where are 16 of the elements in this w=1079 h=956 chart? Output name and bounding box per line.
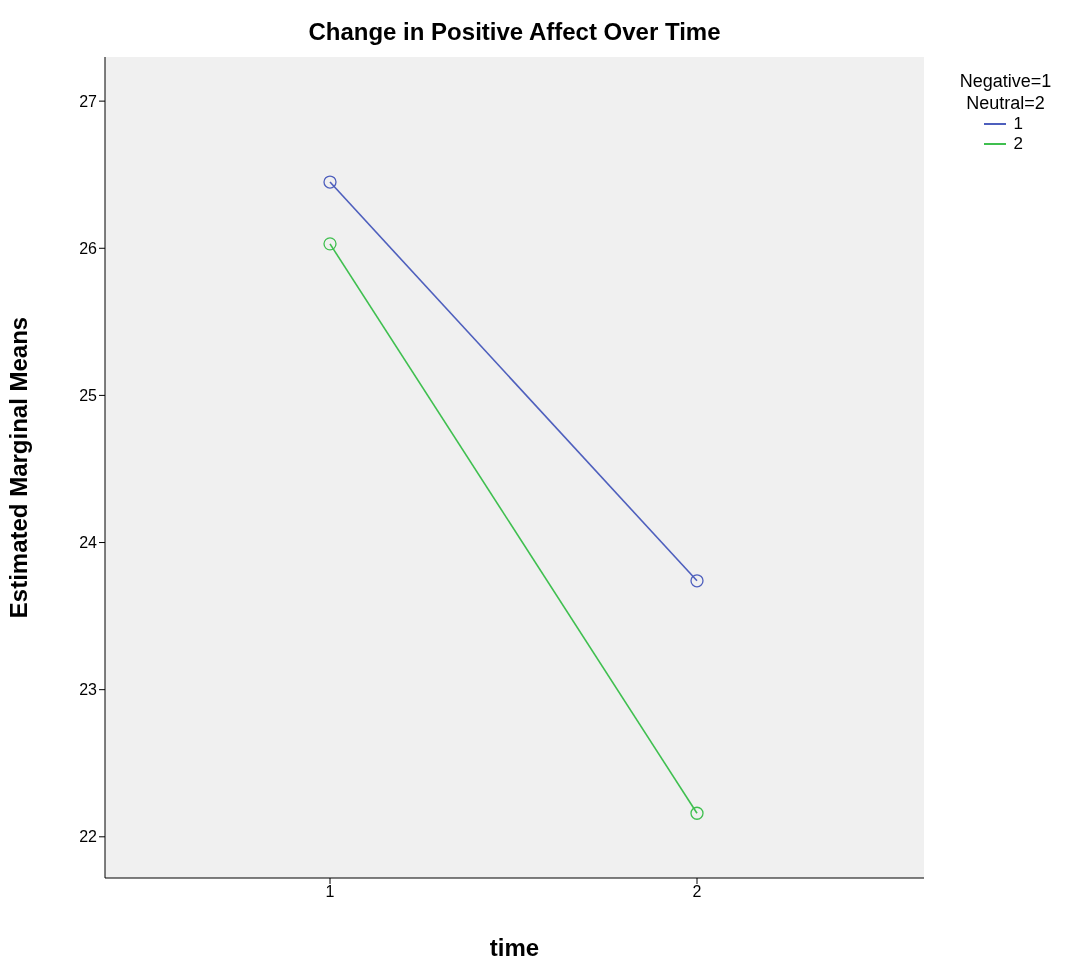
- y-tick-label: 23: [79, 681, 98, 699]
- y-tick-label: 26: [79, 239, 98, 257]
- x-axis-title: time: [489, 934, 540, 956]
- y-tick-label: 24: [79, 534, 98, 552]
- point: [323, 175, 337, 189]
- legend-title: Negative=1 Neutral=2: [958, 70, 1053, 114]
- legend-label: 2: [1013, 134, 1024, 154]
- point: [323, 237, 337, 251]
- y-axis-title: Estimated Marginal Means: [4, 316, 32, 619]
- y-tick-label: 27: [79, 92, 98, 110]
- y-tick-label: 22: [79, 828, 98, 846]
- chart-title: Change in Positive Affect Over Time: [307, 18, 722, 46]
- point: [690, 574, 704, 588]
- point: [690, 806, 704, 820]
- y-tick-label: 25: [79, 387, 98, 405]
- legend-label: 1: [1013, 114, 1024, 134]
